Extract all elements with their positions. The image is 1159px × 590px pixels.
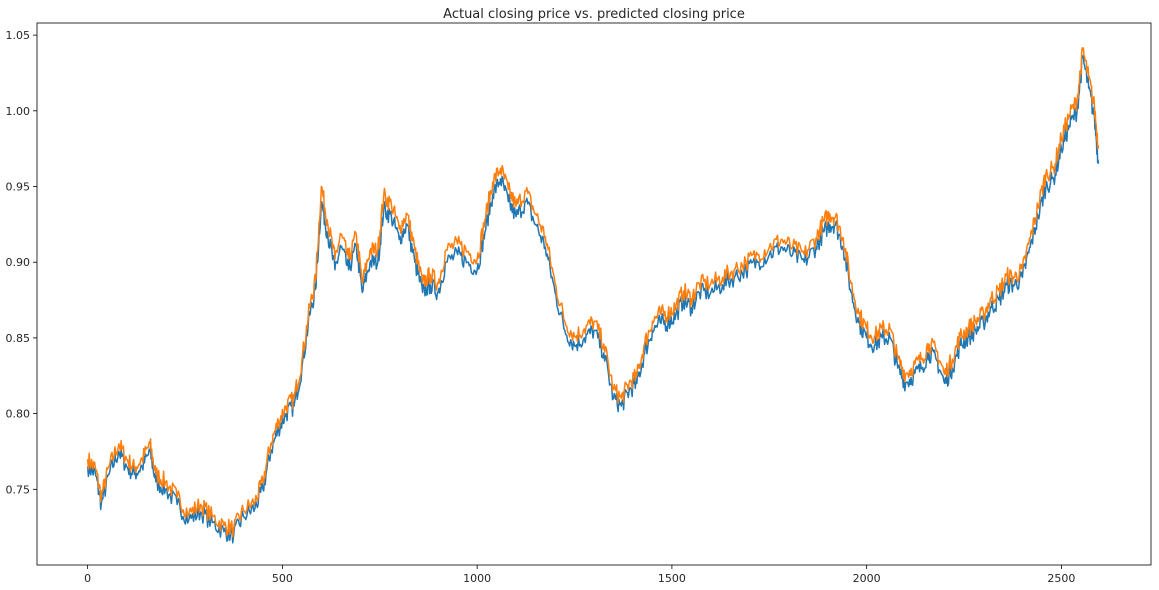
x-tick-label: 2500: [1047, 572, 1075, 585]
y-tick-label: 1.00: [6, 105, 31, 118]
x-tick-label: 0: [84, 572, 91, 585]
axes-layer: 0 500 1000 1500 2000 2500 0.75 0.80 0.85 0.90 0.95…: [6, 22, 1152, 585]
x-tick-label: 1500: [658, 572, 686, 585]
y-tick-label: 0.95: [6, 181, 31, 194]
y-tick-label: 0.75: [6, 483, 31, 496]
x-tick-label: 500: [272, 572, 293, 585]
x-tick-label: 1000: [463, 572, 491, 585]
x-tick-label: 2000: [853, 572, 881, 585]
y-tick-label: 0.90: [6, 256, 31, 269]
chart-title: Actual closing price vs. predicted closi…: [443, 7, 745, 22]
plot-frame: [36, 22, 1152, 566]
y-tick-label: 0.85: [6, 332, 31, 345]
series-line-2: [86, 47, 1100, 538]
y-tick-label: 0.80: [6, 408, 31, 421]
y-tick-label: 1.05: [6, 29, 31, 42]
series-layer: [86, 47, 1100, 544]
